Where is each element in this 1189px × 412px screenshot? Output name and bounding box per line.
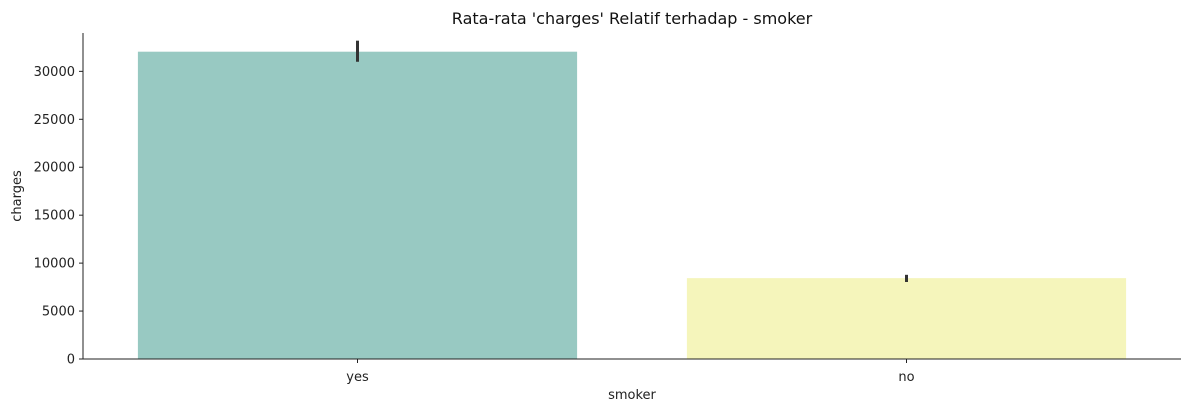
y-axis-label: charges bbox=[10, 170, 25, 222]
chart-title: Rata-rata 'charges' Relatif terhadap - s… bbox=[452, 9, 813, 28]
y-tick-label-20000: 20000 bbox=[34, 161, 75, 176]
error-bars-group bbox=[356, 40, 908, 283]
x-tick-label-no: no bbox=[898, 370, 914, 385]
x-tick-label-yes: yes bbox=[346, 370, 369, 385]
y-tick-label-25000: 25000 bbox=[34, 113, 75, 128]
bar-no bbox=[686, 278, 1127, 359]
y-axis: 0 5000 10000 15000 20000 25000 30000 bbox=[34, 33, 84, 368]
y-tick-label-0: 0 bbox=[67, 353, 75, 368]
bars-group bbox=[137, 51, 1127, 360]
y-tick-label-5000: 5000 bbox=[42, 305, 75, 320]
y-tick-label-15000: 15000 bbox=[34, 209, 75, 224]
x-axis-label: smoker bbox=[608, 388, 656, 403]
y-tick-label-10000: 10000 bbox=[34, 257, 75, 272]
bar-yes bbox=[137, 51, 578, 360]
y-tick-label-30000: 30000 bbox=[34, 65, 75, 80]
x-axis: yes no bbox=[83, 358, 1181, 385]
